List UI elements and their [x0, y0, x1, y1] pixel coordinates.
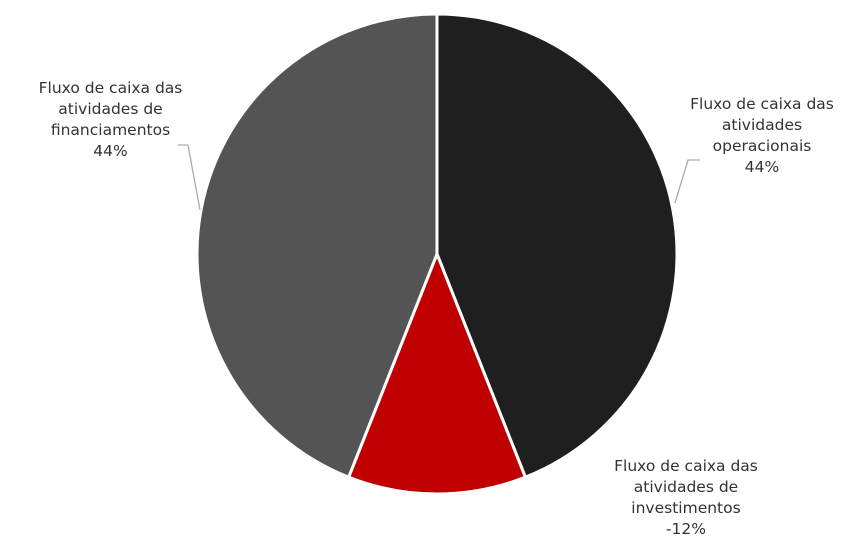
pie-slice: [347, 252, 527, 496]
category-label: Fluxo de caixa das atividades de financi…: [38, 79, 183, 139]
leader-line: [178, 144, 201, 211]
pie-slice: [435, 12, 679, 479]
slice-label: Fluxo de caixa das atividades operaciona…: [672, 94, 850, 178]
value-label: -12%: [665, 520, 707, 538]
slice-label: Fluxo de caixa das atividades de investi…: [596, 456, 776, 540]
value-label: 44%: [744, 158, 780, 176]
category-label: Fluxo de caixa das atividades de investi…: [614, 457, 758, 517]
leader-line: [674, 159, 700, 204]
slice-label: Fluxo de caixa das atividades de financi…: [18, 78, 203, 162]
slices: [195, 12, 679, 496]
pie-slice: [195, 12, 439, 479]
category-label: Fluxo de caixa das atividades operaciona…: [690, 95, 834, 155]
value-label: 44%: [93, 142, 128, 160]
